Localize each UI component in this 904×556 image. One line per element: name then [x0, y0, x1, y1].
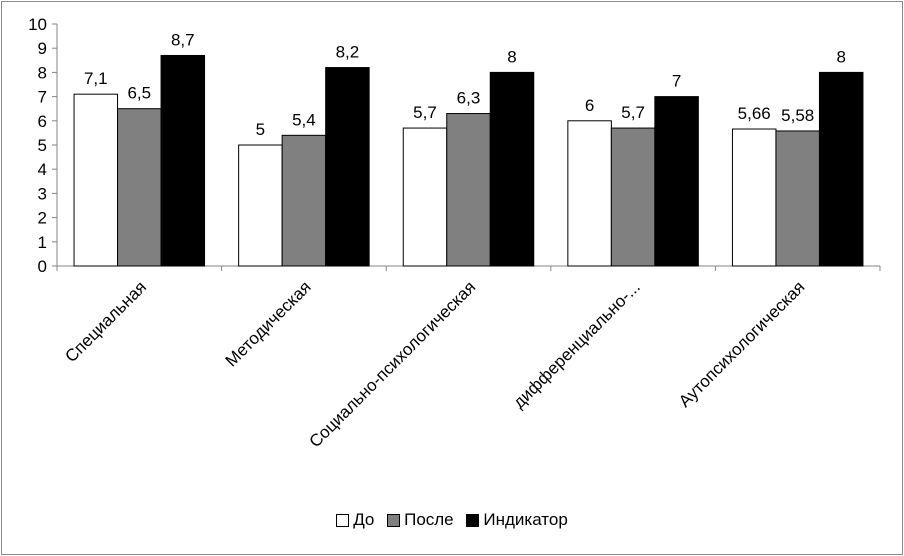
x-category-label: Социально-психологическая [305, 277, 479, 451]
bar [117, 108, 162, 267]
y-tick-label: 7 [38, 88, 47, 107]
y-tick-label: 2 [38, 209, 47, 228]
legend-swatch-posle [387, 513, 401, 527]
category-labels: Специальная МетодическаяСоциально-психоло… [61, 277, 808, 451]
y-tick-label: 0 [38, 257, 47, 276]
bar [775, 130, 820, 267]
y-tick-label: 4 [38, 160, 47, 179]
y-tick-label: 6 [38, 112, 47, 131]
legend-item-posle: После [387, 510, 454, 530]
data-label: 7 [672, 72, 681, 91]
data-labels: 7,1 6,5 8,7 5 5,4 8,2 5,7 6,3 8 6 5,7 7 5,66 5,58 8 [84, 30, 846, 139]
data-label: 5,7 [413, 103, 437, 122]
data-label: 8 [507, 47, 516, 66]
legend-label-indikator: Индикатор [483, 510, 568, 529]
data-label: 6 [585, 96, 594, 115]
legend-label-do: До [353, 510, 375, 529]
data-label: 6,5 [127, 84, 151, 103]
bar [325, 67, 370, 267]
y-tick-label: 3 [38, 184, 47, 203]
y-tick-label: 5 [38, 136, 47, 155]
x-category-label: Методическая [222, 277, 315, 370]
bar [489, 71, 535, 267]
bar [402, 127, 448, 267]
legend-swatch-indikator [466, 513, 480, 527]
data-label: 5,4 [292, 110, 316, 129]
bar [818, 71, 864, 267]
bar [567, 120, 612, 267]
y-tick-label: 1 [38, 233, 47, 252]
data-label: 5 [256, 120, 265, 139]
bar [238, 144, 283, 267]
y-tick-label: 8 [38, 63, 47, 82]
legend-item-do: До [336, 510, 374, 530]
data-label: 5,7 [621, 103, 645, 122]
data-label: 8,7 [171, 30, 195, 49]
legend-swatch-do [336, 513, 350, 527]
bars [73, 54, 864, 267]
bar [281, 134, 327, 267]
bar [73, 93, 119, 267]
bar [610, 127, 656, 267]
y-tick-label: 10 [28, 15, 47, 34]
legend-item-indikator: Индикатор [466, 510, 568, 530]
y-tick-label: 9 [38, 39, 47, 58]
bar [160, 54, 206, 267]
x-category-label: Аутопсихологическая [675, 277, 809, 411]
bar [654, 96, 699, 267]
x-category-label: Специальная [61, 277, 150, 366]
data-label: 8,2 [336, 43, 360, 62]
x-category-label: дифференциально-... [509, 277, 644, 412]
data-label: 8 [836, 47, 845, 66]
data-label: 6,3 [457, 89, 481, 108]
legend: До После Индикатор [0, 510, 904, 532]
data-label: 5,66 [738, 104, 771, 123]
legend-label-posle: После [404, 510, 454, 529]
data-label: 7,1 [84, 69, 108, 88]
data-label: 5,58 [781, 106, 814, 125]
bar [446, 113, 491, 267]
bar [731, 128, 777, 267]
